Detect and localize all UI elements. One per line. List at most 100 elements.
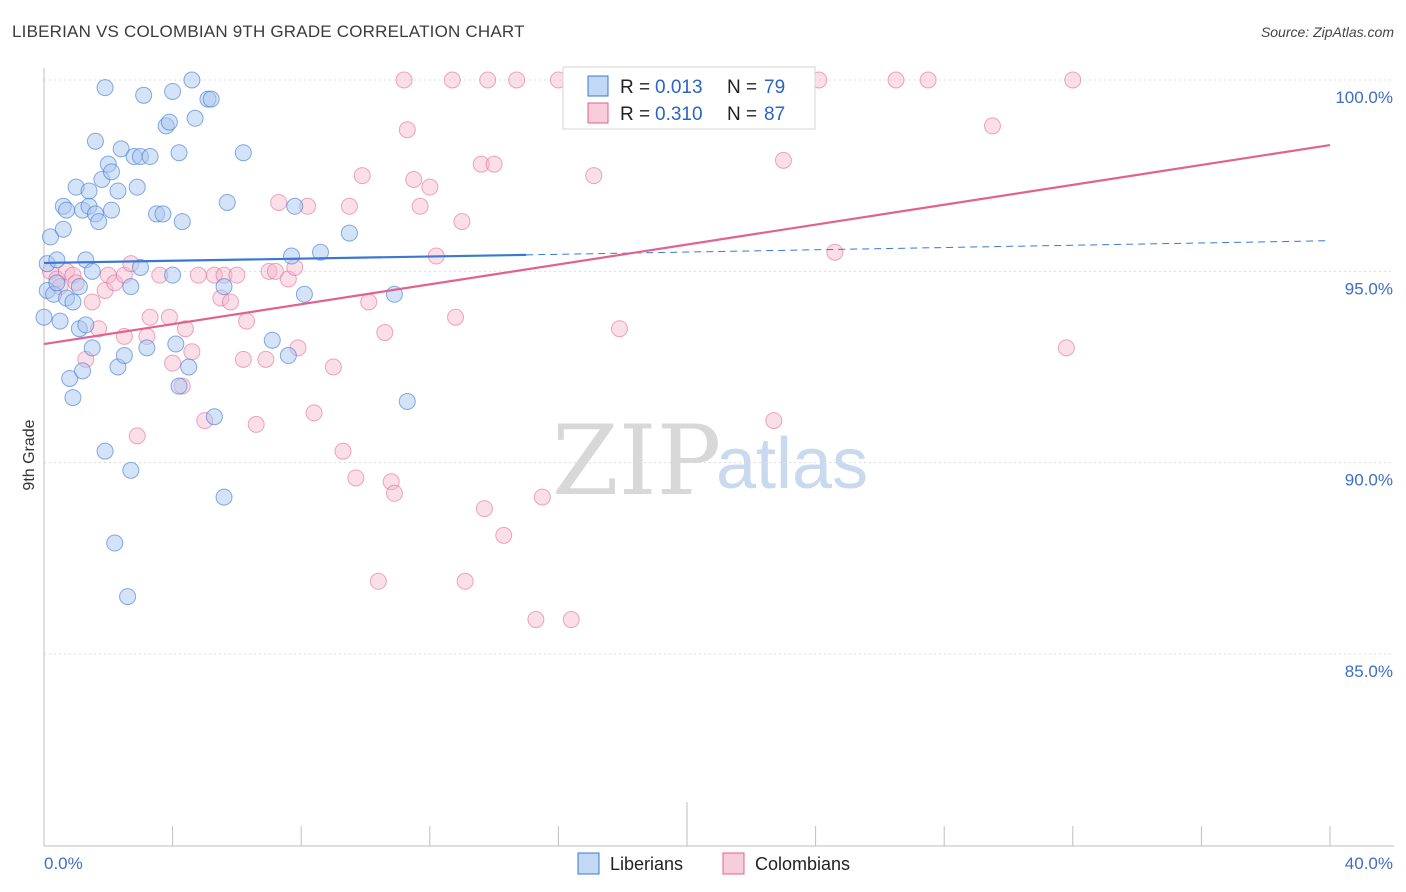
colombians-point [305, 404, 323, 422]
liberians-point [154, 205, 172, 223]
colombians-point [610, 320, 628, 338]
y-tick-label: 85.0% [1345, 662, 1393, 681]
colombians-point [447, 308, 465, 326]
x-axis-ticks [43, 802, 1331, 846]
colombians-point [340, 197, 358, 215]
colombians-point [585, 167, 603, 185]
liberians-point [202, 90, 220, 108]
colombians-point [234, 350, 252, 368]
liberians-point [141, 148, 159, 166]
colombians-point [205, 266, 223, 284]
colombians-point [472, 155, 490, 173]
liberians-point [170, 144, 188, 162]
liberians-point [205, 408, 223, 426]
y-tick-label: 100.0% [1335, 88, 1393, 107]
liberians-point [173, 213, 191, 231]
colombians-point [385, 484, 403, 502]
colombians-point [347, 469, 365, 487]
liberians-point [186, 109, 204, 127]
legend-n-value-colombians: 87 [764, 104, 785, 125]
liberians-point [279, 347, 297, 365]
liberians-point [61, 369, 79, 387]
colombians-point [189, 266, 207, 284]
liberians-point [74, 362, 92, 380]
liberians-point [234, 144, 252, 162]
liberians-point [170, 377, 188, 395]
colombians-point [369, 572, 387, 590]
colombians-point [1057, 339, 1075, 357]
colombians-point [826, 243, 844, 261]
y-tick-label: 95.0% [1345, 279, 1393, 298]
legend: R = 0.013 N = 79 R = 0.310 N = 87 [562, 66, 816, 130]
colombians-point [270, 193, 288, 211]
liberians-point [35, 308, 53, 326]
colombians-point [128, 427, 146, 445]
liberians-point [167, 335, 185, 353]
liberians-point [48, 251, 66, 269]
y-axis-label: 9th Grade [21, 419, 38, 490]
x-tick-label-max: 40.0% [1345, 854, 1393, 873]
colombians-point [334, 442, 352, 460]
liberians-point [215, 278, 233, 296]
liberians-point [58, 201, 76, 219]
colombians-point [421, 178, 439, 196]
bottom-legend-swatch-liberians [577, 852, 600, 875]
y-tick-label: 90.0% [1345, 471, 1393, 490]
bottom-legend: Liberians Colombians [577, 852, 850, 875]
colombians-point [360, 293, 378, 311]
liberians-point [83, 339, 101, 357]
colombians-point [257, 350, 275, 368]
liberians-point [122, 278, 140, 296]
liberians-trend-line [43, 253, 527, 265]
colombians-point [475, 500, 493, 518]
liberians-point [138, 339, 156, 357]
colombians-point [83, 293, 101, 311]
legend-r-label-colombians: R = [620, 104, 650, 125]
colombians-point [1064, 71, 1082, 89]
liberians-point [295, 285, 313, 303]
colombians-point [398, 121, 416, 139]
liberians-point [340, 224, 358, 242]
source-credit: Source: ZipAtlas.com [1260, 24, 1394, 40]
legend-n-label-colombians: N = [727, 104, 757, 125]
liberians-point [64, 293, 82, 311]
liberians-point [131, 259, 149, 277]
colombians-point [395, 71, 413, 89]
liberians-point [311, 243, 329, 261]
legend-swatch-colombians [587, 102, 609, 124]
legend-r-value-colombians: 0.310 [655, 104, 703, 125]
colombians-point [919, 71, 937, 89]
liberians-point [70, 278, 88, 296]
colombians-point [983, 117, 1001, 135]
liberians-point [96, 79, 114, 97]
legend-n-label-liberians: N = [727, 77, 757, 98]
colombians-point [495, 526, 513, 544]
liberians-point [51, 312, 69, 330]
trend-lines [43, 143, 1331, 346]
liberians-point [119, 588, 137, 606]
watermark-atlas: atlas [716, 424, 868, 504]
liberians-point [180, 358, 198, 376]
liberians-point [160, 113, 178, 131]
chart-title: LIBERIAN VS COLOMBIAN 9TH GRADE CORRELAT… [12, 22, 525, 41]
liberians-point [164, 266, 182, 284]
colombians-point [774, 151, 792, 169]
liberians-point [115, 347, 133, 365]
colombians-point [176, 320, 194, 338]
liberians-point [183, 71, 201, 89]
colombians-point [456, 572, 474, 590]
bottom-legend-label-liberians: Liberians [610, 854, 683, 874]
liberians-point [215, 488, 233, 506]
colombians-trend-line [43, 143, 1331, 346]
y-axis-tick-labels: 100.0% 95.0% 90.0% 85.0% [1335, 88, 1393, 681]
colombians-point [479, 71, 497, 89]
liberians-point [96, 442, 114, 460]
colombians-point [228, 266, 246, 284]
legend-swatch-liberians [587, 75, 609, 97]
colombians-point [765, 412, 783, 430]
liberians-point [122, 461, 140, 479]
bottom-legend-label-colombians: Colombians [755, 854, 850, 874]
legend-r-value-liberians: 0.013 [655, 77, 703, 98]
liberians-point [80, 182, 98, 200]
